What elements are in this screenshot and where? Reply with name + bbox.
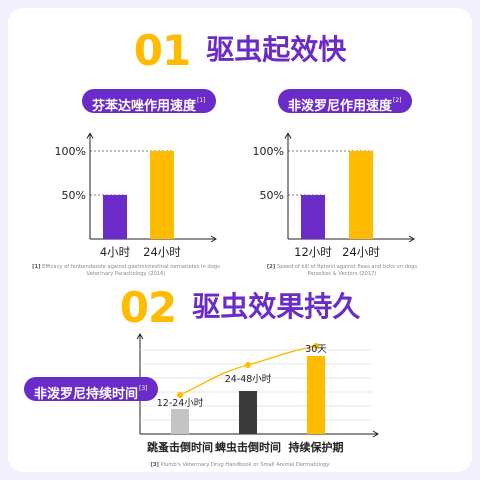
chart3-category-label: 跳蚤击倒时间 (147, 440, 213, 454)
section1-number: 01 (133, 26, 191, 75)
chart1-x-arrow (210, 235, 217, 243)
section2-heading: 02 驱虫效果持久 (0, 283, 480, 332)
chart1-pill-label: 芬苯达唑作用速度 (92, 99, 197, 114)
section1-title: 驱虫起效快 (206, 33, 347, 66)
chart2-bar (349, 151, 373, 239)
section2-title: 驱虫效果持久 (192, 290, 361, 323)
chart2-tick-label: 100% (253, 145, 284, 158)
chart1-reference-num: [1] (32, 264, 41, 270)
chart2-pill-ref: [2] (393, 97, 402, 104)
chart2-reference-num: [2] (266, 264, 276, 270)
chart2-reference-line2: Parasites & Vectors (2017) (307, 270, 377, 277)
chart1-reference: [1] Efficacy of fenbendazole against gas… (26, 264, 226, 277)
chart2-y-arrow (284, 132, 292, 139)
chart3-reference-line1: Plumb's Veterinary Drug Handbook or Smal… (160, 462, 330, 468)
chart3-pill-ref: [3] (139, 385, 148, 392)
chart3-x-arrow (372, 430, 379, 438)
chart3-trend-line (179, 345, 317, 396)
chart2-category-label: 24小时 (342, 245, 380, 259)
chart1-reference-line2: Veterinary Parasitology (2016) (86, 270, 166, 277)
chart2-bar (301, 195, 325, 239)
chart3-bar (239, 391, 257, 434)
chart2-pill: 非泼罗尼作用速度[2] (278, 89, 412, 114)
section2-number: 02 (119, 283, 177, 332)
chart1-pill: 芬苯达唑作用速度[1] (82, 89, 216, 114)
chart3-reference: [3] Plumb's Veterinary Drug Handbook or … (100, 462, 380, 469)
chart3-category-label: 蜱虫击倒时间 (215, 440, 281, 454)
chart1-bar (150, 151, 174, 239)
chart3-category-label: 持续保护期 (289, 440, 344, 454)
chart3-trend-point (313, 343, 319, 349)
chart3-trend-point (245, 362, 251, 368)
chart1-category-label: 4小时 (100, 245, 131, 259)
chart3-value-label: 24-48小时 (225, 373, 272, 385)
chart2-tick-label: 50% (260, 189, 284, 202)
chart3-pill-label: 非泼罗尼持续时间 (34, 387, 139, 402)
chart1-y-arrow (86, 132, 94, 139)
chart2-pill-label: 非泼罗尼作用速度 (288, 99, 393, 114)
chart3-bar (307, 356, 325, 434)
chart1-reference-line1: Efficacy of fenbendazole against gastroi… (42, 264, 220, 270)
chart3-value-label: 30天 (305, 344, 327, 355)
chart2-reference: [2] Speed of kill of fipronil against fl… (262, 264, 422, 277)
chart1-tick-label: 100% (55, 145, 86, 158)
chart3-bar (171, 409, 189, 434)
chart3-trend-point (177, 392, 183, 398)
chart3-reference-num: [3] (150, 462, 159, 468)
chart2-reference-line1: Speed of kill of fipronil against fleas … (276, 264, 418, 270)
chart3-value-label: 12-24小时 (157, 397, 204, 409)
chart1-category-label: 24小时 (143, 245, 181, 259)
chart2-category-label: 12小时 (294, 245, 332, 259)
chart1-bar (103, 195, 127, 239)
chart2-x-arrow (408, 235, 415, 243)
chart1-tick-label: 50% (62, 189, 86, 202)
chart3-pill: 非泼罗尼持续时间[3] (24, 377, 158, 402)
chart3-y-arrow (136, 333, 144, 340)
chart1-pill-ref: [1] (197, 97, 206, 104)
section1-heading: 01 驱虫起效快 (0, 26, 480, 75)
